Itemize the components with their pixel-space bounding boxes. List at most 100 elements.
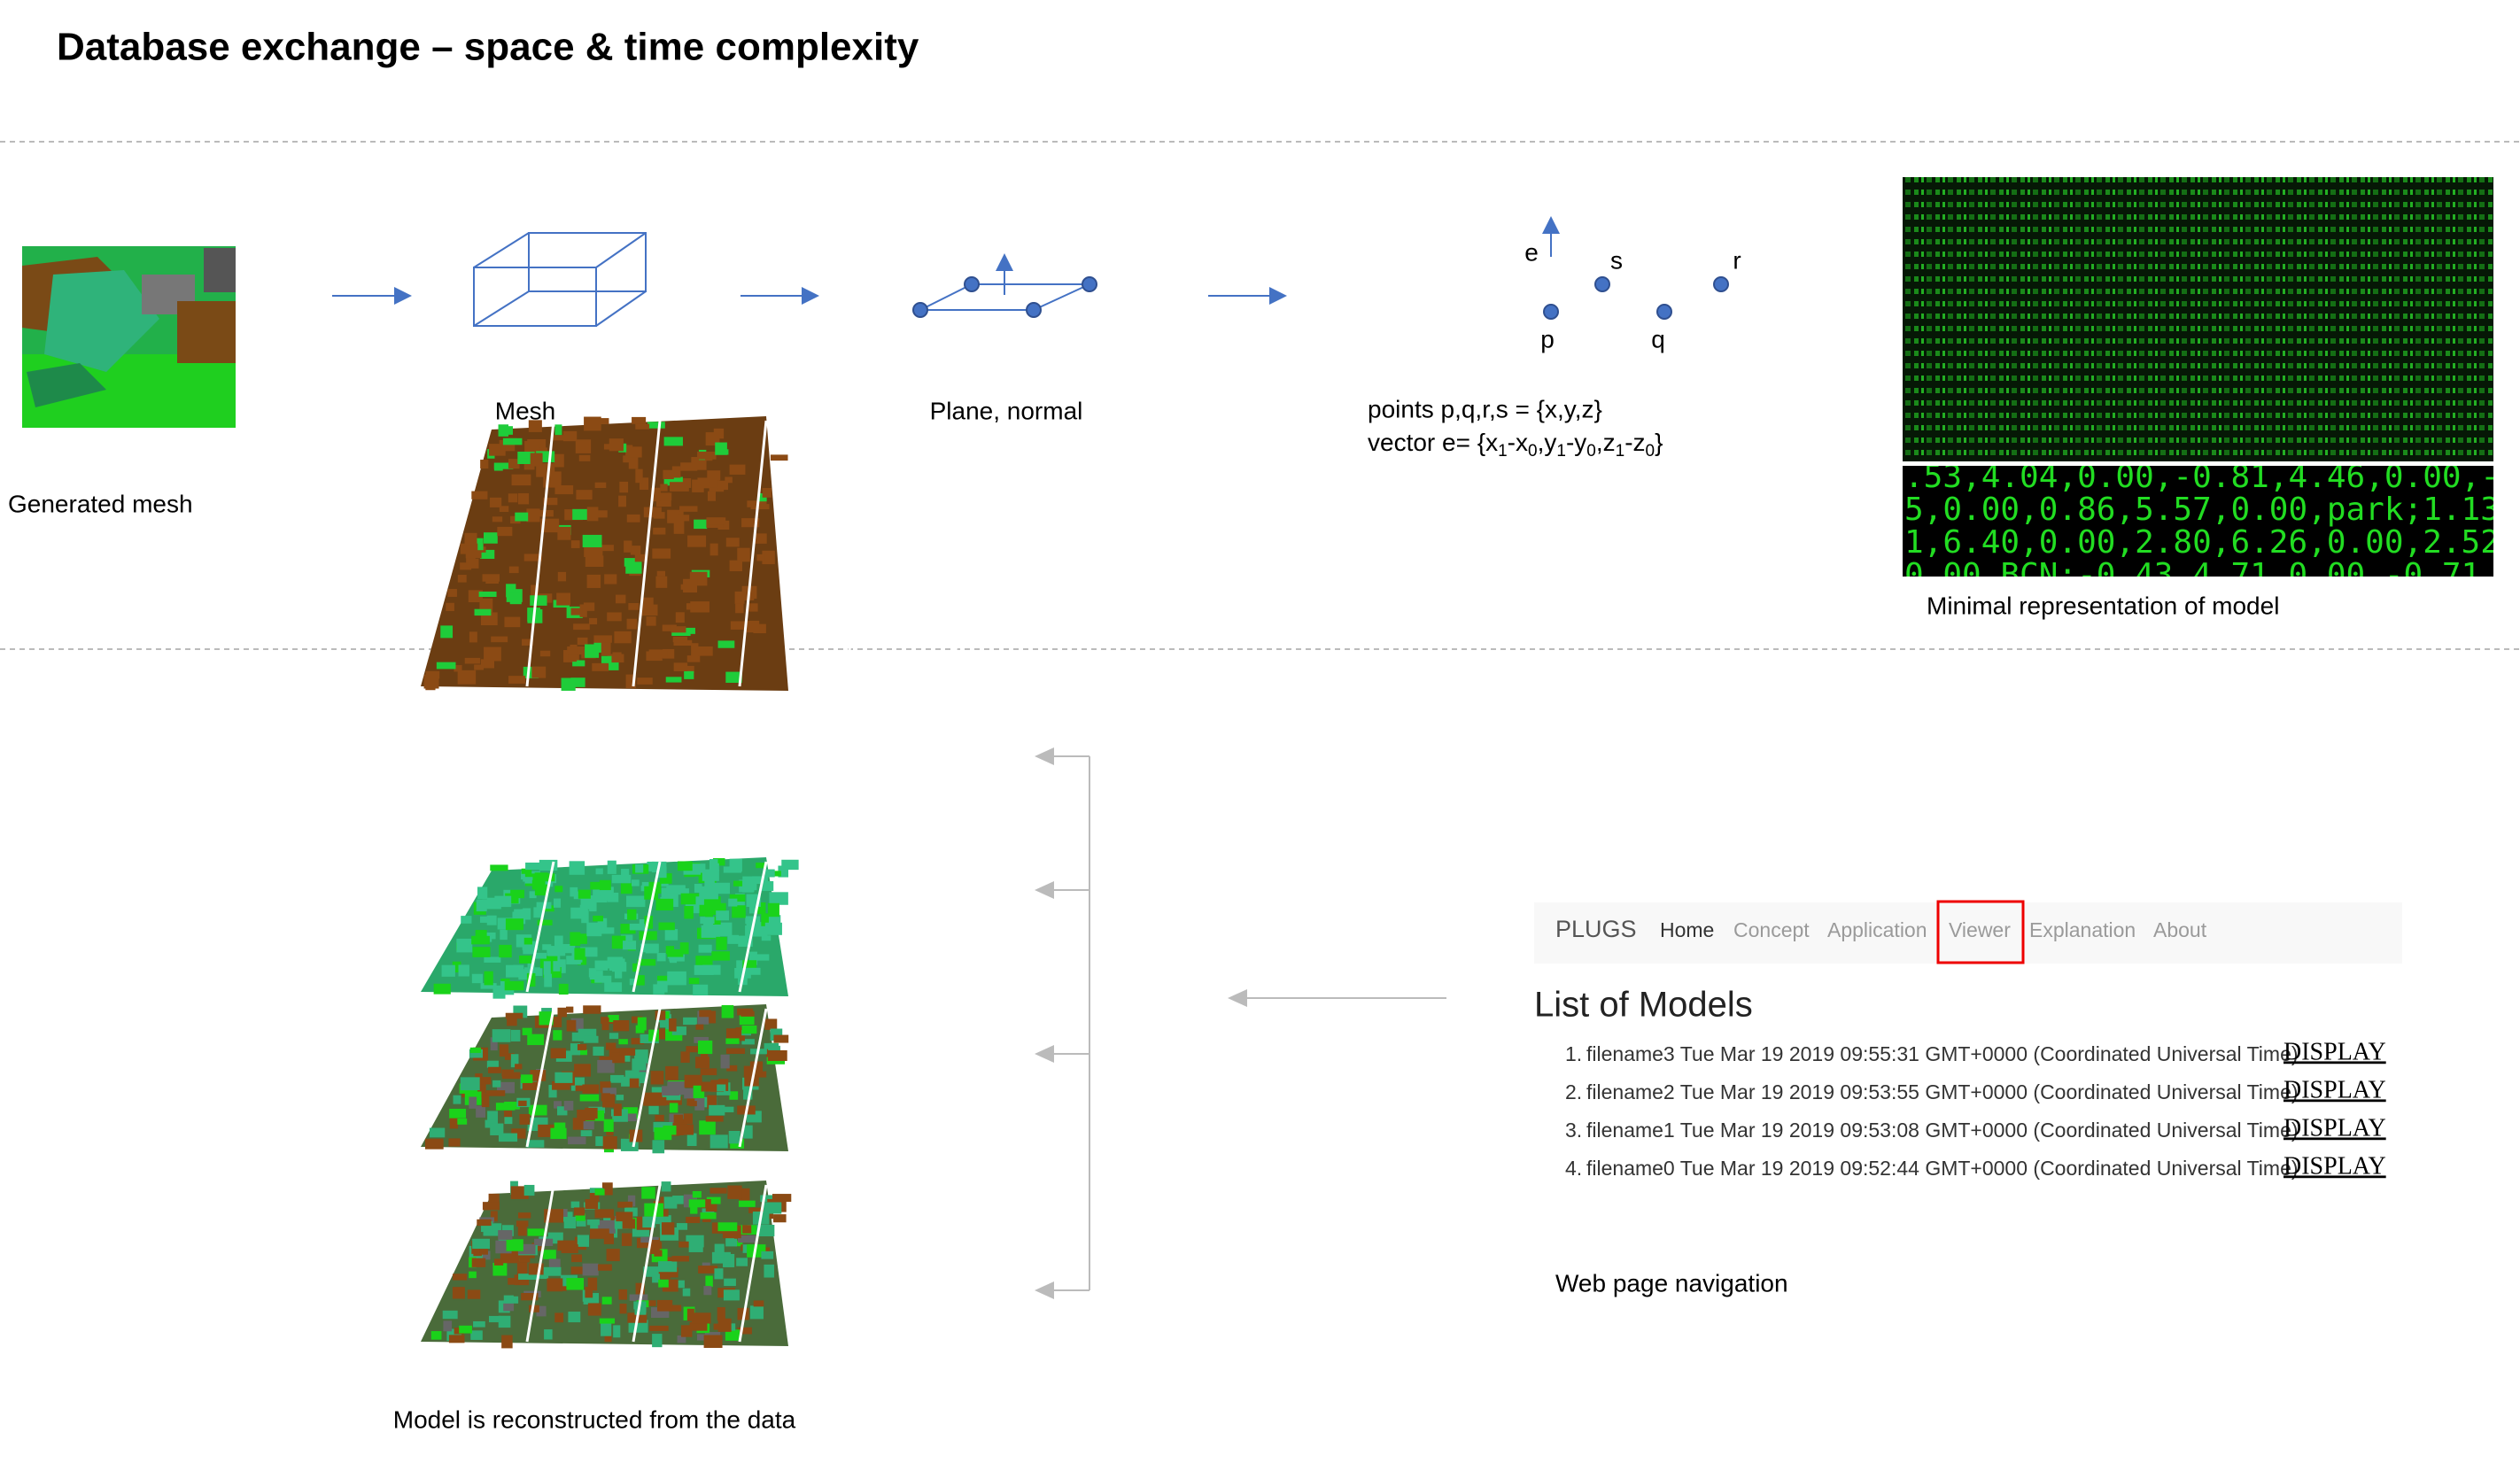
subscript: 0 (1586, 442, 1596, 461)
caption: Minimal representation of model (1927, 592, 2279, 619)
display-link[interactable]: DISPLAY (2284, 1076, 2386, 1103)
model-block (516, 1262, 528, 1275)
model-block (628, 1320, 648, 1333)
nav-link[interactable]: About (2153, 918, 2207, 941)
nav-link[interactable]: Explanation (2029, 918, 2136, 941)
display-link[interactable]: DISPLAY (2284, 1038, 2386, 1065)
model-block (461, 916, 472, 924)
model-block (753, 623, 766, 634)
model-block (547, 1278, 563, 1292)
nav-link[interactable]: Concept (1733, 918, 1810, 941)
model-block (675, 1280, 685, 1289)
model-block (707, 517, 726, 525)
model-block (717, 480, 728, 491)
model-block (656, 1299, 673, 1312)
display-link[interactable]: DISPLAY (2284, 1114, 2386, 1142)
caption: Mesh (495, 397, 555, 424)
model-block (700, 1049, 709, 1062)
model-block (504, 980, 524, 991)
model-block (725, 1028, 736, 1040)
model-block (553, 1030, 562, 1041)
model-block (490, 864, 508, 871)
model-block (772, 1194, 792, 1203)
model-block (527, 1228, 545, 1236)
model-block (655, 1010, 666, 1020)
model-block (548, 1085, 557, 1098)
model-block (583, 1035, 599, 1043)
model-block (686, 655, 701, 662)
model-block (557, 571, 567, 582)
point-label: q (1651, 325, 1665, 352)
model-block (554, 1122, 566, 1135)
model-block (669, 1103, 678, 1113)
model-block (607, 654, 624, 663)
model-block (650, 1071, 664, 1085)
model-block (499, 506, 509, 513)
model-block (624, 1070, 640, 1079)
model-block (661, 1086, 679, 1096)
model-block (472, 947, 491, 957)
point-label: p (1540, 325, 1555, 352)
model-block (749, 1071, 767, 1078)
model-block (472, 1238, 490, 1250)
model-block (597, 917, 608, 928)
model-block (469, 631, 477, 643)
model-block (570, 608, 583, 615)
model-block (692, 1191, 702, 1198)
model-block (610, 1074, 624, 1083)
model-block (686, 1133, 697, 1147)
model-block (590, 1228, 609, 1239)
model-block (589, 510, 608, 518)
model-block (673, 520, 685, 534)
model-block (660, 1196, 668, 1204)
model-block (603, 1233, 615, 1244)
model-block (754, 533, 767, 544)
nav-link[interactable]: Home (1660, 918, 1714, 941)
model-block (733, 880, 743, 886)
model-block (482, 574, 500, 582)
model-block (554, 484, 574, 495)
model-block (711, 951, 730, 961)
model-block (583, 1121, 594, 1130)
model-block (491, 636, 508, 643)
model-block (746, 603, 758, 612)
model-block (661, 1222, 675, 1235)
model-block (575, 439, 592, 453)
display-link[interactable]: DISPLAY (2284, 1152, 2386, 1180)
model-block (652, 548, 671, 559)
model-block (524, 441, 541, 454)
model-block (625, 674, 636, 689)
data-line: 1,6.40,0.00,2.80,6.26,0.00,2.52 (1904, 524, 2500, 561)
model-block (526, 972, 536, 987)
model-block (578, 889, 591, 899)
nav-link[interactable]: Application (1827, 918, 1927, 941)
model-block (592, 662, 609, 671)
brand[interactable]: PLUGS (1555, 916, 1637, 942)
model-block (684, 1074, 702, 1088)
model-block (492, 1080, 501, 1088)
model-block (658, 922, 675, 931)
model-block (663, 648, 675, 659)
model-block (492, 1262, 508, 1276)
model-block (503, 1303, 515, 1312)
model-block (580, 947, 598, 957)
model-block (704, 876, 713, 887)
model-block (699, 1120, 716, 1135)
point-label: r (1733, 246, 1741, 274)
model-block (478, 591, 497, 597)
model-block (568, 1312, 581, 1323)
navbar (1534, 902, 2402, 964)
model-block (566, 1278, 585, 1290)
model-block (521, 909, 529, 918)
model-block (729, 894, 746, 902)
model-block (469, 1271, 477, 1279)
model-block (579, 604, 587, 617)
nav-link[interactable]: Viewer (1949, 918, 2011, 941)
model-block (590, 881, 605, 890)
model-block (700, 1212, 717, 1219)
model-block (604, 1332, 612, 1343)
model-block (601, 1182, 613, 1196)
model-block (440, 625, 454, 639)
model-block (469, 1049, 483, 1058)
model-block (722, 1106, 734, 1112)
